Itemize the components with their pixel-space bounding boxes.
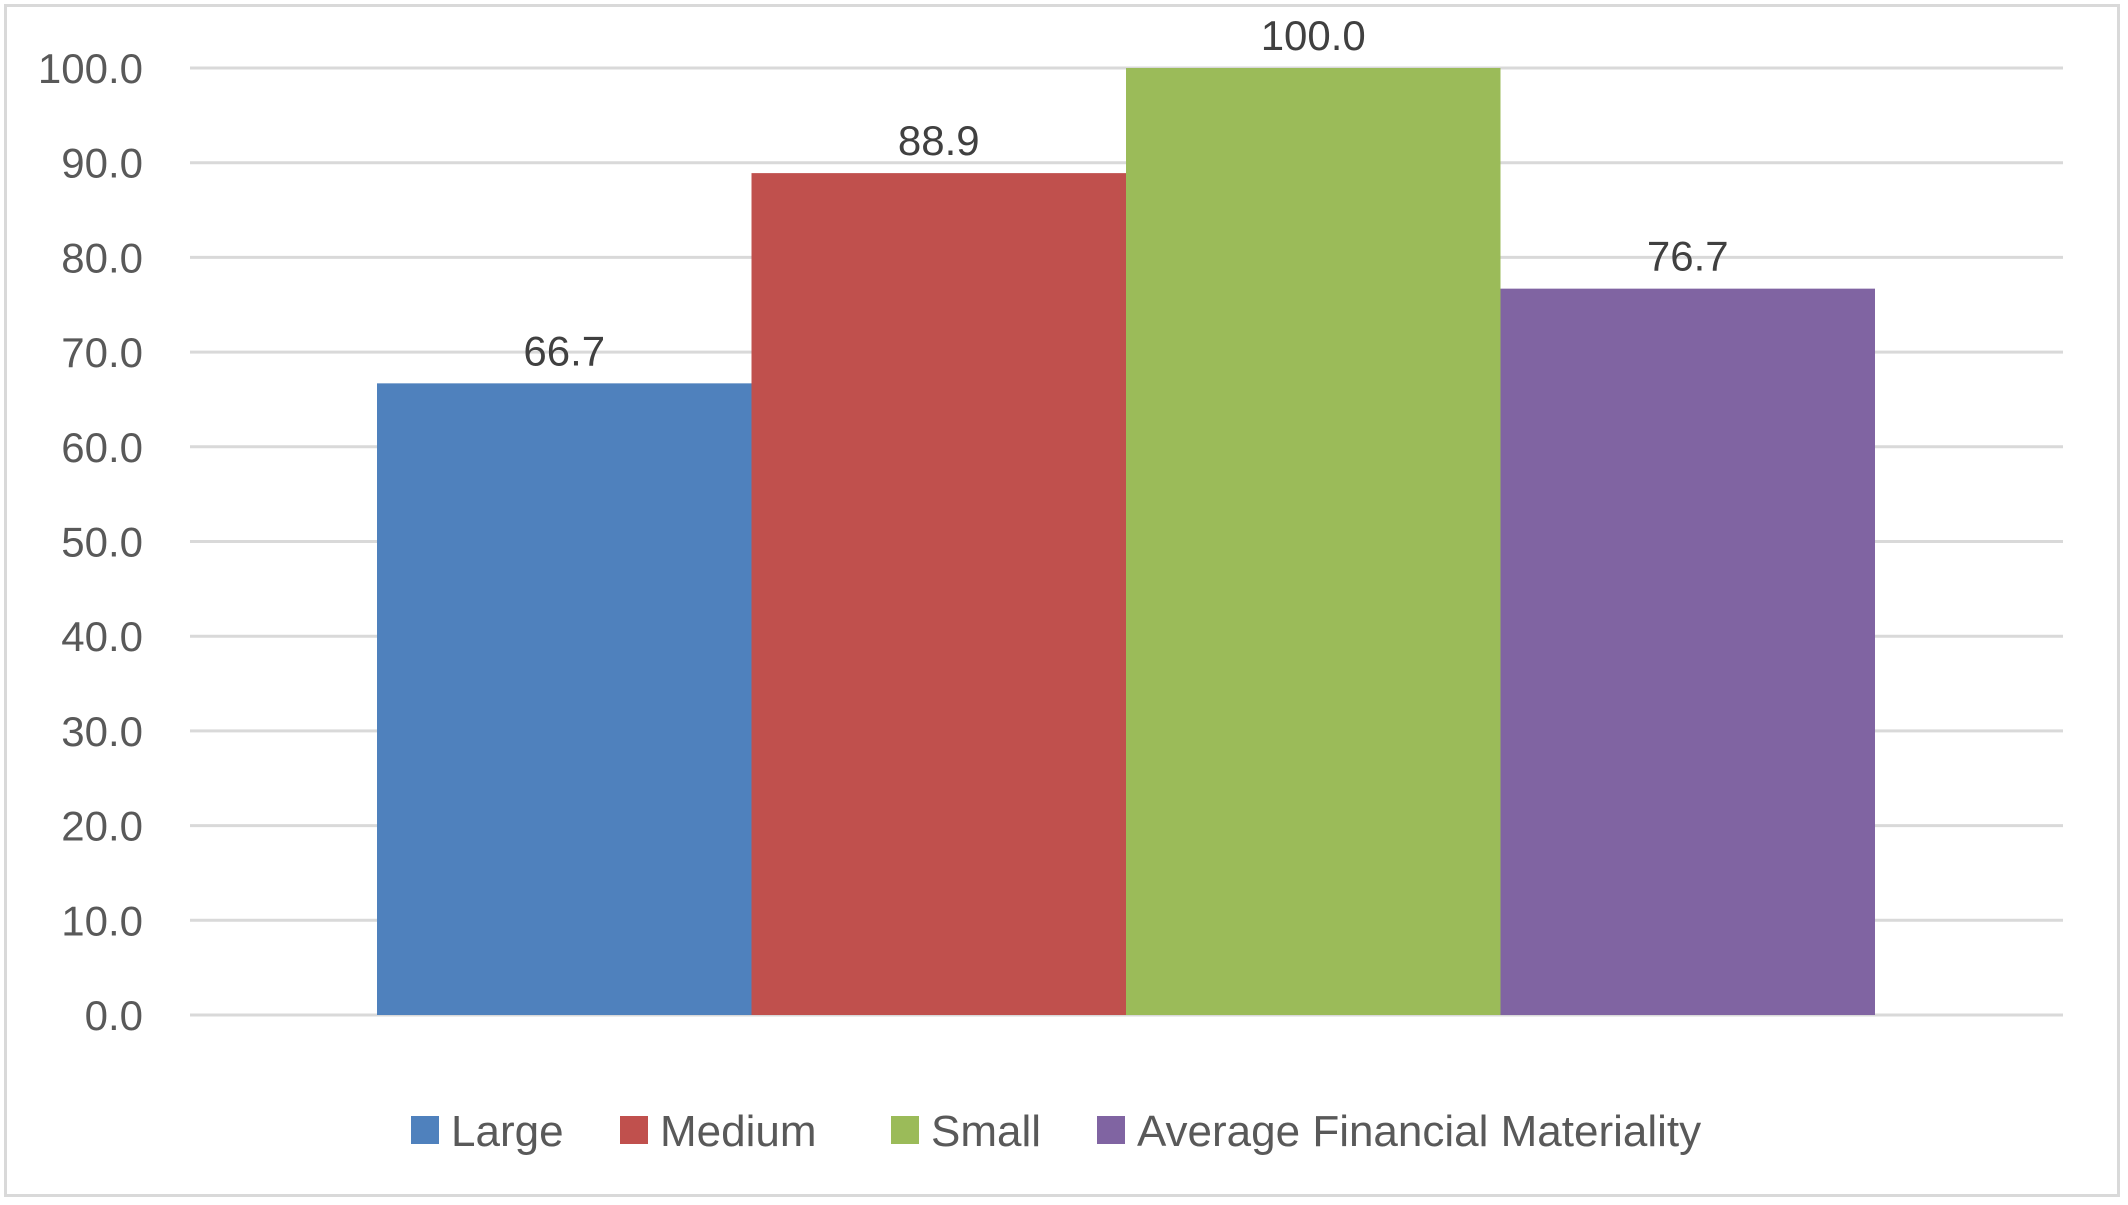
- data-label: 88.9: [898, 117, 980, 164]
- bar-average-financial-materiality: [1500, 288, 1875, 1015]
- y-tick-label: 50.0: [61, 519, 143, 566]
- y-tick-label: 40.0: [61, 613, 143, 660]
- legend-swatch: [411, 1116, 439, 1144]
- y-tick-label: 30.0: [61, 708, 143, 755]
- data-label: 76.7: [1647, 233, 1729, 280]
- bar-large: [377, 383, 752, 1015]
- legend-swatch: [1097, 1116, 1125, 1144]
- data-label: 66.7: [523, 327, 605, 374]
- legend: Large Medium Small Average Financial Materi…: [411, 1107, 1701, 1156]
- y-tick-label: 10.0: [61, 897, 143, 944]
- y-tick-label: 0.0: [85, 992, 143, 1039]
- legend-label: Medium: [660, 1107, 817, 1156]
- y-tick-label: 100.0: [38, 45, 143, 92]
- legend-swatch: [620, 1116, 648, 1144]
- bar-small: [1126, 68, 1501, 1015]
- y-tick-label: 80.0: [61, 234, 143, 281]
- legend-label: Large: [451, 1107, 564, 1156]
- data-labels: 66.7 88.9 100.0 76.7: [523, 12, 1728, 374]
- legend-swatch: [891, 1116, 919, 1144]
- y-tick-label: 20.0: [61, 803, 143, 850]
- data-label: 100.0: [1261, 12, 1366, 59]
- legend-label: Average Financial Materiality: [1137, 1107, 1701, 1156]
- y-tick-label: 60.0: [61, 424, 143, 471]
- bars: [377, 68, 1875, 1015]
- y-tick-label: 90.0: [61, 140, 143, 187]
- legend-label: Small: [931, 1107, 1041, 1156]
- y-axis-tick-labels: 0.0 10.0 20.0 30.0 40.0 50.0 60.0 70.0 80.0 90.0 1…: [38, 45, 143, 1039]
- bar-medium: [751, 173, 1126, 1015]
- y-tick-label: 70.0: [61, 329, 143, 376]
